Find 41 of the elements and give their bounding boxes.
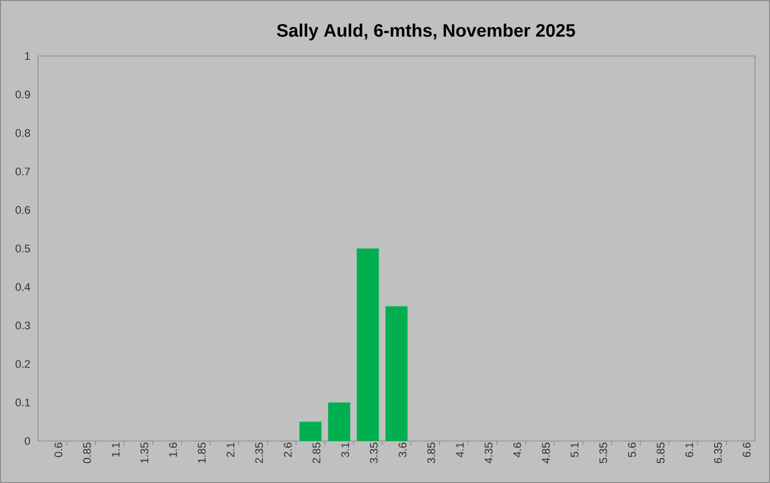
x-tick-label: 4.35	[484, 442, 492, 464]
x-tick-label: 3.35	[370, 442, 378, 464]
x-tick-label: 2.85	[312, 442, 320, 464]
x-tick-label: 2.1	[226, 442, 234, 457]
x-tick-label: 4.6	[513, 442, 522, 458]
y-tick-label: 0.5	[16, 244, 30, 252]
x-tick-label: 0.6	[54, 442, 62, 458]
y-tick-label: 0.1	[16, 398, 30, 406]
x-tick-label: 0.85	[83, 442, 91, 464]
y-tick-label: 0.7	[16, 168, 30, 176]
y-tick-label: 0.9	[16, 90, 30, 98]
x-tick-label: 6.35	[714, 442, 722, 464]
x-tick-label: 6.1	[685, 442, 694, 457]
x-tick-label: 1.1	[112, 442, 120, 457]
x-tick-label: 3.6	[398, 442, 406, 458]
y-tick-label: 0.2	[16, 360, 30, 368]
x-tick-label: 1.85	[198, 442, 206, 463]
x-tick-label: 2.6	[284, 442, 292, 457]
x-tick-label: 1.6	[169, 442, 177, 457]
x-tick-label: 1.35	[140, 442, 148, 463]
y-tick-label: 1	[25, 52, 30, 60]
x-tick-label: 5.6	[628, 442, 636, 458]
bar	[385, 306, 408, 441]
x-tick-label: 4.85	[542, 442, 550, 464]
chart-title: Sally Auld, 6-mths, November 2025	[276, 24, 576, 40]
x-tick-label: 5.85	[656, 442, 665, 464]
bar	[356, 248, 379, 441]
x-tick-label: 3.85	[427, 442, 436, 464]
x-tick-label: 2.35	[255, 442, 263, 464]
bar	[328, 402, 350, 441]
y-tick-label: 0	[24, 437, 30, 445]
bar	[299, 422, 322, 441]
x-tick-label: 5.35	[599, 442, 608, 464]
y-tick-label: 0.4	[16, 283, 30, 291]
x-tick-label: 3.1	[341, 442, 350, 458]
y-tick-label: 0.6	[16, 206, 30, 214]
x-tick-label: 5.1	[570, 442, 578, 458]
x-tick-label: 6.6	[742, 442, 751, 457]
y-tick-label: 0.8	[16, 129, 30, 137]
y-tick-label: 0.3	[16, 322, 30, 330]
x-tick-label: 4.1	[456, 442, 464, 458]
